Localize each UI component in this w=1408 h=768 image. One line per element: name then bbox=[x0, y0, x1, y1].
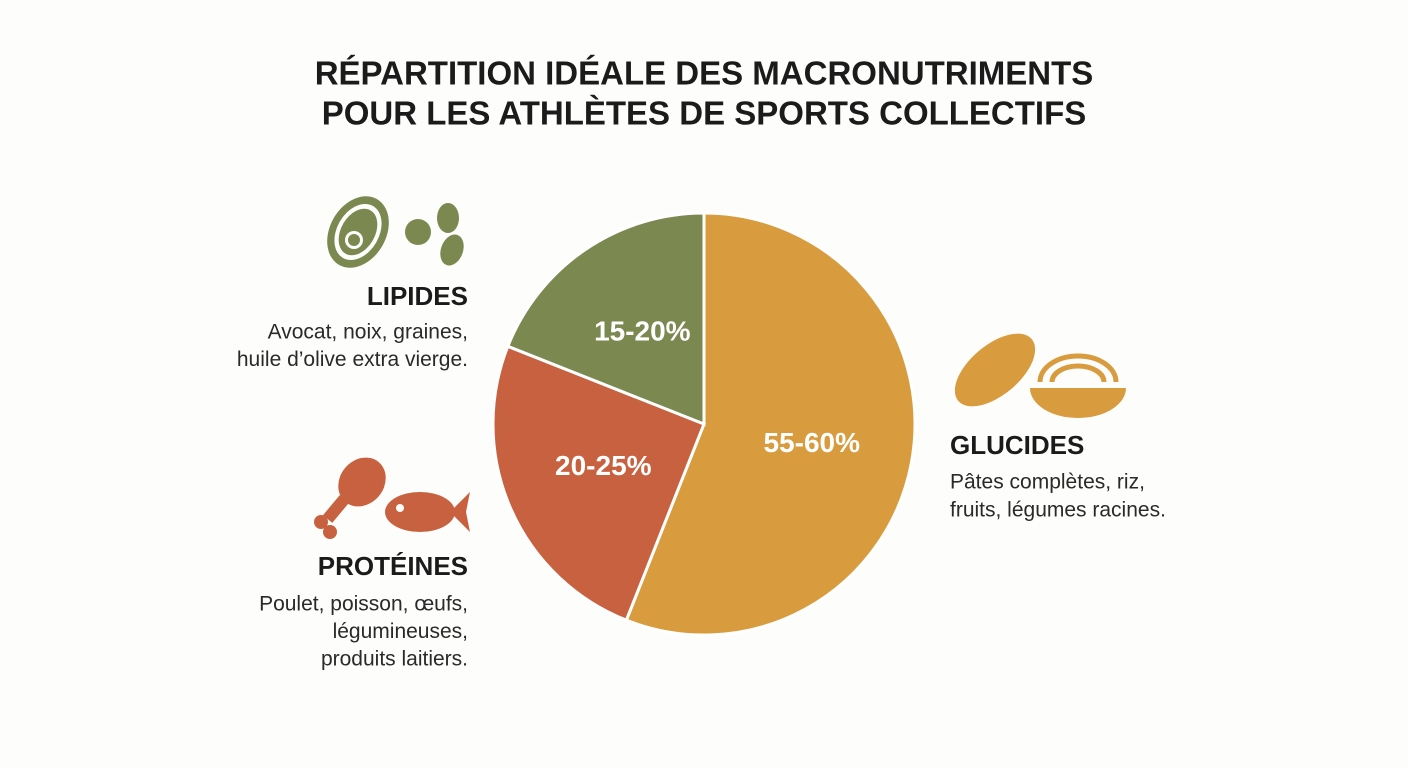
slice-label: 15-20% bbox=[594, 316, 691, 347]
category-description: légumineuses, bbox=[333, 620, 468, 643]
title-line: POUR LES ATHLÈTES DE SPORTS COLLECTIFS bbox=[322, 95, 1087, 132]
category-description: Pâtes complètes, riz, bbox=[950, 471, 1145, 494]
category-description: produits laitiers. bbox=[321, 648, 468, 671]
category-description: Poulet, poisson, œufs, bbox=[259, 593, 468, 616]
title-line: RÉPARTITION IDÉALE DES MACRONUTRIMENTS bbox=[315, 55, 1094, 92]
slice-label: 55-60% bbox=[764, 427, 861, 458]
glucides-icon bbox=[954, 333, 1126, 418]
slice-label: 20-25% bbox=[555, 450, 652, 481]
category-description: fruits, légumes racines. bbox=[950, 499, 1166, 522]
category-name: PROTÉINES bbox=[318, 551, 468, 581]
category-name: LIPIDES bbox=[367, 281, 468, 311]
pie-slice bbox=[505, 211, 706, 427]
proteines-icon bbox=[314, 457, 470, 539]
category-description: Avocat, noix, graines, bbox=[268, 321, 468, 344]
category-description: huile d’olive extra vierge. bbox=[237, 348, 468, 371]
pie-slice bbox=[624, 211, 917, 637]
lipides-icon bbox=[327, 196, 464, 268]
pie-slice bbox=[491, 344, 706, 623]
category-name: GLUCIDES bbox=[950, 430, 1084, 460]
